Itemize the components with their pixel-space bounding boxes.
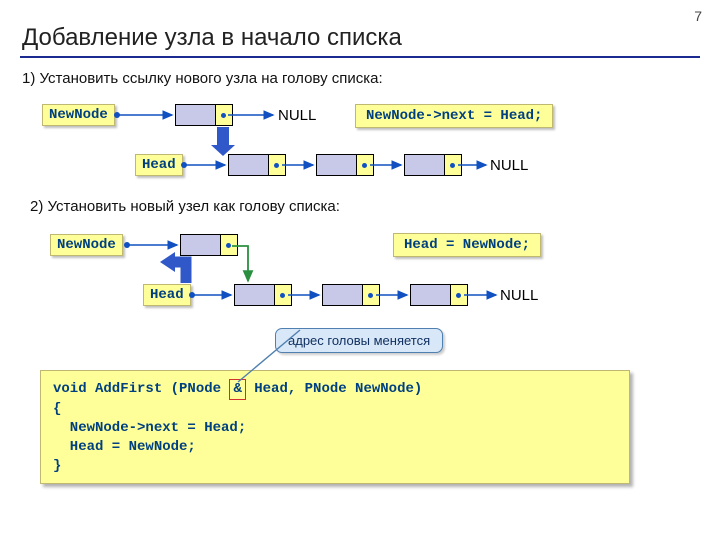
- code-l1b: Head, PNode NewNode): [246, 381, 422, 397]
- d1-head-label: Head: [135, 154, 183, 176]
- step2-text: 2) Установить новый узел как голову спис…: [30, 198, 340, 215]
- d2-node2: [322, 284, 380, 306]
- code-l3: NewNode->next = Head;: [53, 420, 246, 436]
- d1-node2: [316, 154, 374, 176]
- page-number: 7: [694, 8, 702, 24]
- d1-code: NewNode->next = Head;: [355, 104, 553, 128]
- d2-newnode-label: NewNode: [50, 234, 123, 256]
- d1-null1: NULL: [278, 107, 316, 124]
- code-l4: Head = NewNode;: [53, 439, 196, 455]
- callout-note: адрес головы меняется: [275, 328, 443, 353]
- d2-code: Head = NewNode;: [393, 233, 541, 257]
- d1-node3: [404, 154, 462, 176]
- d1-node1: [228, 154, 286, 176]
- d1-null2: NULL: [490, 157, 528, 174]
- d1-newnode-label: NewNode: [42, 104, 115, 126]
- d2-newnode-node: [180, 234, 238, 256]
- code-amp: &: [229, 379, 245, 400]
- title-rule: [20, 56, 700, 58]
- d2-head-label: Head: [143, 284, 191, 306]
- d1-newnode-node: [175, 104, 233, 126]
- d2-null: NULL: [500, 287, 538, 304]
- code-l1a: void AddFirst (PNode: [53, 381, 229, 397]
- d2-node1: [234, 284, 292, 306]
- code-block: void AddFirst (PNode & Head, PNode NewNo…: [40, 370, 630, 484]
- code-l2: {: [53, 401, 61, 417]
- step1-text: 1) Установить ссылку нового узла на голо…: [22, 70, 383, 87]
- code-l5: }: [53, 458, 61, 474]
- slide-title: Добавление узла в начало списка: [22, 24, 402, 52]
- d2-node3: [410, 284, 468, 306]
